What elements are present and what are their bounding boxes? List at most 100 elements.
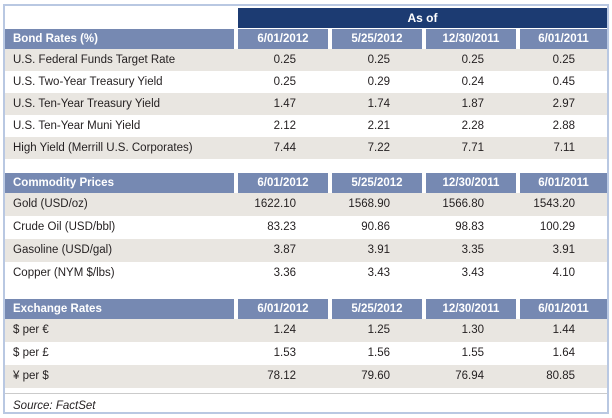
table-row: $ per € 1.24 1.25 1.30 1.44 xyxy=(5,319,607,342)
value-cell: 0.25 xyxy=(273,76,296,88)
value-cell: 1.47 xyxy=(273,98,296,110)
value-cell: 1622.10 xyxy=(254,198,296,210)
column-header-date: 12/30/2011 xyxy=(426,29,516,49)
as-of-spacer xyxy=(5,8,238,28)
value-cell: 1543.20 xyxy=(533,198,575,210)
table-row: Gasoline (USD/gal) 3.87 3.91 3.35 3.91 xyxy=(5,239,607,262)
value-cell: 0.25 xyxy=(367,54,390,66)
value-cell: 98.83 xyxy=(455,221,484,233)
value-cell: 3.43 xyxy=(367,267,390,279)
value-cell: 3.91 xyxy=(552,244,575,256)
value-cell: 2.12 xyxy=(273,120,296,132)
value-cell: 3.35 xyxy=(461,244,484,256)
table-row: U.S. Ten-Year Treasury Yield 1.47 1.74 1.87… xyxy=(5,93,607,115)
section-rows: $ per € 1.24 1.25 1.30 1.44 $ per £ 1.53 1.56 1.… xyxy=(5,319,607,388)
value-cell: 7.44 xyxy=(273,142,296,154)
table-row: Copper (NYM $/lbs) 3.36 3.43 3.43 4.10 xyxy=(5,262,607,285)
value-cell: 3.87 xyxy=(273,244,296,256)
table-row: Gold (USD/oz) 1622.10 1568.90 1566.80 1543.2… xyxy=(5,193,607,216)
value-cell: 80.85 xyxy=(546,370,575,382)
value-cell: 1568.90 xyxy=(348,198,390,210)
value-cell: 1.25 xyxy=(367,324,390,336)
table-row: High Yield (Merrill U.S. Corporates) 7.44… xyxy=(5,137,607,159)
value-cell: 1.64 xyxy=(552,347,575,359)
row-label: $ per £ xyxy=(13,347,49,359)
table-row: ¥ per $ 78.12 79.60 76.94 80.85 xyxy=(5,365,607,388)
row-label: Crude Oil (USD/bbl) xyxy=(13,221,116,233)
row-label: Gasoline (USD/gal) xyxy=(13,244,113,256)
table-row: Crude Oil (USD/bbl) 83.23 90.86 98.83 100.29 xyxy=(5,216,607,239)
column-header-date: 6/01/2012 xyxy=(238,299,328,319)
row-label: ¥ per $ xyxy=(13,370,49,382)
value-cell: 78.12 xyxy=(267,370,296,382)
value-cell: 2.21 xyxy=(367,120,390,132)
section-header-row: Bond Rates (%) 6/01/2012 5/25/2012 12/30/2… xyxy=(5,29,607,49)
as-of-banner-row: As of xyxy=(5,8,607,28)
row-label: Gold (USD/oz) xyxy=(13,198,88,210)
value-cell: 1.56 xyxy=(367,347,390,359)
column-header-date: 5/25/2012 xyxy=(332,299,422,319)
value-cell: 0.25 xyxy=(461,54,484,66)
section-title: Commodity Prices xyxy=(5,173,234,193)
value-cell: 2.28 xyxy=(461,120,484,132)
row-label: High Yield (Merrill U.S. Corporates) xyxy=(13,142,193,154)
column-header-date: 6/01/2011 xyxy=(520,173,607,193)
value-cell: 2.88 xyxy=(552,120,575,132)
bond-rates-section: Bond Rates (%) 6/01/2012 5/25/2012 12/30/2… xyxy=(5,29,607,159)
column-header-date: 6/01/2011 xyxy=(520,29,607,49)
as-of-label: As of xyxy=(238,8,607,28)
table-row: U.S. Federal Funds Target Rate 0.25 0.25 0.… xyxy=(5,49,607,71)
value-cell: 100.29 xyxy=(539,221,575,233)
value-cell: 4.10 xyxy=(552,267,575,279)
section-title: Exchange Rates xyxy=(5,299,234,319)
row-label: $ per € xyxy=(13,324,49,336)
table-row: $ per £ 1.53 1.56 1.55 1.64 xyxy=(5,342,607,365)
value-cell: 1.87 xyxy=(461,98,484,110)
section-header-row: Exchange Rates 6/01/2012 5/25/2012 12/30/2… xyxy=(5,299,607,319)
exchange-rates-section: Exchange Rates 6/01/2012 5/25/2012 12/30/2… xyxy=(5,299,607,388)
section-gap xyxy=(5,159,607,172)
row-label: Copper (NYM $/lbs) xyxy=(13,267,115,279)
value-cell: 0.24 xyxy=(461,76,484,88)
value-cell: 3.43 xyxy=(461,267,484,279)
row-label: U.S. Two-Year Treasury Yield xyxy=(13,76,163,88)
value-cell: 83.23 xyxy=(267,221,296,233)
value-cell: 7.22 xyxy=(367,142,390,154)
value-cell: 90.86 xyxy=(361,221,390,233)
value-cell: 7.71 xyxy=(461,142,484,154)
value-cell: 1.44 xyxy=(552,324,575,336)
column-header-date: 6/01/2012 xyxy=(238,29,328,49)
value-cell: 0.25 xyxy=(273,54,296,66)
section-rows: Gold (USD/oz) 1622.10 1568.90 1566.80 1543.2… xyxy=(5,193,607,285)
table-row: U.S. Ten-Year Muni Yield 2.12 2.21 2.28 2.88 xyxy=(5,115,607,137)
column-header-date: 6/01/2011 xyxy=(520,299,607,319)
row-label: U.S. Federal Funds Target Rate xyxy=(13,54,176,66)
column-header-date: 6/01/2012 xyxy=(238,173,328,193)
section-gap xyxy=(5,285,607,298)
value-cell: 1.74 xyxy=(367,98,390,110)
table-row: U.S. Two-Year Treasury Yield 0.25 0.29 0.24… xyxy=(5,71,607,93)
section-header-row: Commodity Prices 6/01/2012 5/25/2012 12/30… xyxy=(5,173,607,193)
column-header-date: 12/30/2011 xyxy=(426,173,516,193)
row-label: U.S. Ten-Year Muni Yield xyxy=(13,120,141,132)
value-cell: 1.55 xyxy=(461,347,484,359)
value-cell: 1566.80 xyxy=(442,198,484,210)
section-title: Bond Rates (%) xyxy=(5,29,234,49)
value-cell: 76.94 xyxy=(455,370,484,382)
value-cell: 1.24 xyxy=(273,324,296,336)
value-cell: 1.53 xyxy=(273,347,296,359)
value-cell: 2.97 xyxy=(552,98,575,110)
column-header-date: 5/25/2012 xyxy=(332,29,422,49)
column-header-date: 5/25/2012 xyxy=(332,173,422,193)
value-cell: 3.91 xyxy=(367,244,390,256)
value-cell: 0.45 xyxy=(552,76,575,88)
section-rows: U.S. Federal Funds Target Rate 0.25 0.25 0.… xyxy=(5,49,607,159)
source-note: Source: FactSet xyxy=(5,393,607,412)
value-cell: 79.60 xyxy=(361,370,390,382)
column-header-date: 12/30/2011 xyxy=(426,299,516,319)
value-cell: 1.30 xyxy=(461,324,484,336)
financial-summary-table: As of Bond Rates (%) 6/01/2012 5/25/2012 1… xyxy=(3,4,609,414)
value-cell: 3.36 xyxy=(273,267,296,279)
row-label: U.S. Ten-Year Treasury Yield xyxy=(13,98,161,110)
